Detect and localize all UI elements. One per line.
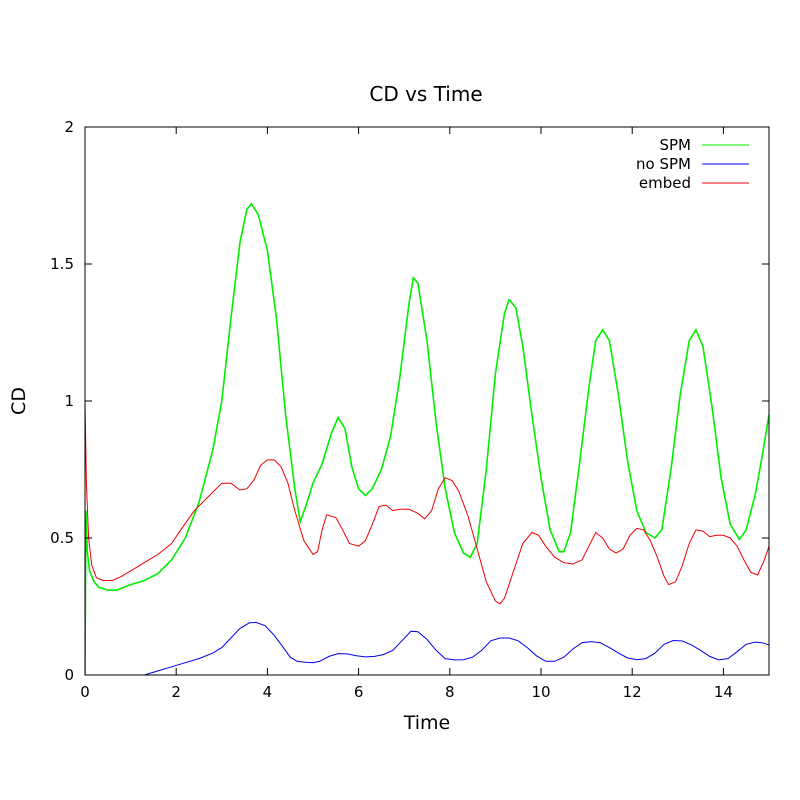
legend-label: no SPM: [636, 155, 691, 173]
x-tick-label: 12: [623, 683, 642, 701]
x-tick-label: 8: [445, 683, 455, 701]
legend-label: embed: [639, 174, 691, 192]
x-tick-label: 14: [714, 683, 733, 701]
plot-series: [85, 202, 769, 675]
legend-label: SPM: [659, 136, 691, 154]
y-ticks: 0 0.5 1 1.5 2: [50, 118, 769, 684]
x-ticks: 0 2 4 6 8 10 12 14: [80, 127, 733, 701]
y-tick-label: 0: [64, 666, 74, 684]
y-tick-label: 1: [64, 392, 74, 410]
x-tick-label: 4: [263, 683, 273, 701]
x-tick-label: 10: [531, 683, 550, 701]
y-tick-label: 1.5: [50, 255, 74, 273]
y-tick-label: 2: [64, 118, 74, 136]
x-tick-label: 0: [80, 683, 90, 701]
x-axis-label: Time: [403, 712, 451, 734]
series-line-embed: [85, 400, 769, 605]
plot-frame: [84, 126, 770, 676]
chart-title: CD vs Time: [369, 82, 482, 106]
x-tick-label: 2: [171, 683, 181, 701]
series-line-no-spm: [144, 621, 769, 675]
y-tick-label: 0.5: [50, 529, 74, 547]
x-tick-label: 6: [354, 683, 364, 701]
y-axis-label: CD: [8, 387, 30, 415]
series-line-spm: [85, 202, 769, 675]
